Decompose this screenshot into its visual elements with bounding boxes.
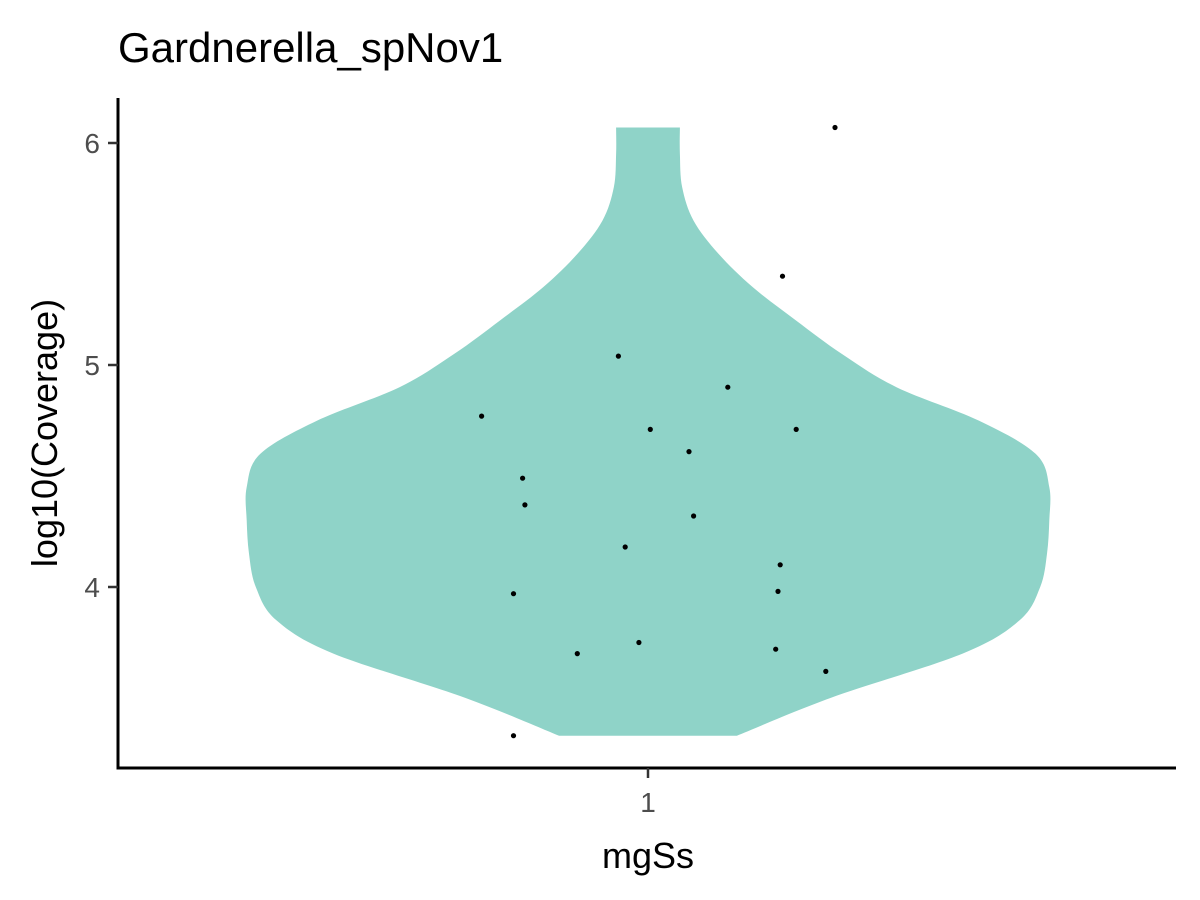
data-point (793, 426, 799, 432)
data-point (479, 413, 485, 419)
data-point (779, 273, 786, 279)
data-point (510, 733, 517, 739)
data-point (777, 562, 783, 568)
data-point (725, 384, 731, 390)
data-point (520, 475, 526, 481)
data-point (510, 591, 517, 597)
data-point (574, 651, 580, 657)
y-tick-label: 4 (84, 572, 100, 603)
data-point (636, 639, 642, 646)
data-point (686, 449, 692, 455)
data-point (832, 124, 838, 131)
data-point (823, 668, 829, 675)
plot-area (245, 124, 1051, 739)
violin-shape (245, 127, 1051, 736)
y-tick-label: 5 (84, 350, 100, 381)
data-point (615, 353, 622, 359)
data-point (522, 502, 528, 508)
chart-title: Gardnerella_spNov1 (118, 24, 503, 71)
x-tick-label: 1 (640, 787, 656, 818)
data-point (691, 513, 697, 519)
data-point (622, 544, 628, 550)
y-axis-title: log10(Coverage) (24, 299, 65, 567)
data-point (775, 588, 781, 595)
x-axis-title: mgSs (602, 835, 694, 876)
y-tick-label: 6 (84, 128, 100, 159)
data-point (773, 646, 779, 652)
axes: 4 5 6 1 (84, 98, 1176, 818)
data-point (647, 426, 653, 432)
